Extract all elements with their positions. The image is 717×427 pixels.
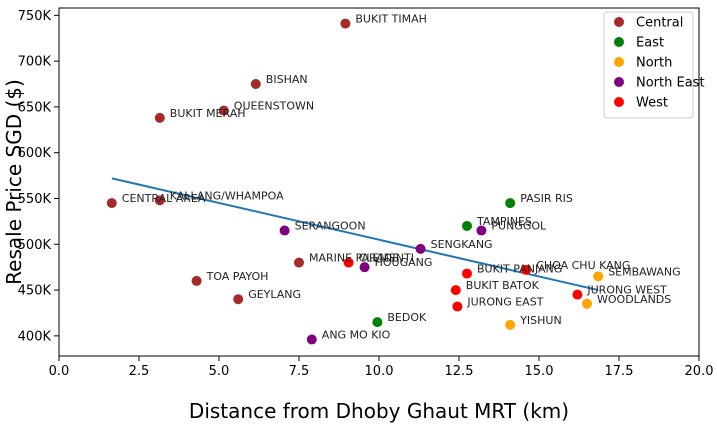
- point-label: CHOA CHU KANG: [536, 259, 630, 272]
- point-label: CLEMENTI: [359, 252, 414, 265]
- legend-marker: [614, 17, 624, 27]
- data-point: [452, 301, 463, 312]
- data-point: [415, 243, 426, 254]
- data-point: [372, 317, 383, 328]
- point-label: PASIR RIS: [520, 192, 573, 205]
- y-tick-label: 700K: [18, 55, 52, 70]
- x-tick-label: 15.0: [525, 364, 554, 379]
- point-label: CENTRAL AREA: [122, 192, 206, 205]
- data-point: [462, 220, 472, 231]
- data-point: [462, 268, 472, 279]
- x-tick-label: 5.0: [209, 364, 230, 379]
- data-point: [233, 294, 244, 305]
- data-point: [505, 198, 516, 209]
- x-tick-label: 10.0: [365, 364, 394, 379]
- point-label: WOODLANDS: [597, 293, 671, 306]
- data-point: [306, 334, 317, 345]
- point-label: BUKIT TIMAH: [355, 13, 427, 26]
- point-label: ANG MO KIO: [322, 329, 391, 342]
- point-label: SEMBAWANG: [608, 265, 680, 278]
- point-label: BISHAN: [266, 73, 308, 86]
- x-tick-label: 0.0: [49, 364, 70, 379]
- data-point: [218, 105, 229, 116]
- point-label: HOUGANG: [375, 256, 433, 269]
- data-point: [572, 289, 583, 300]
- y-tick-label: 600K: [18, 146, 52, 161]
- legend: Central East North North East West: [603, 11, 705, 119]
- trend-line: [111, 177, 599, 292]
- legend-label: North East: [636, 76, 705, 91]
- point-label: BUKIT BATOK: [466, 279, 540, 292]
- data-point: [191, 275, 202, 286]
- y-tick-label: 450K: [18, 284, 52, 299]
- data-point: [154, 112, 165, 123]
- y-tick-label: 400K: [18, 329, 52, 344]
- data-point: [582, 298, 592, 309]
- point-label: JURONG WEST: [586, 284, 667, 297]
- y-tick-label: 500K: [18, 238, 52, 253]
- data-point: [359, 262, 370, 273]
- data-point: [279, 225, 290, 236]
- y-axis-title: Resale Price SGD ($): [2, 79, 26, 285]
- x-tick-label: 17.5: [605, 364, 634, 379]
- point-label: KALLANG/WHAMPOA: [170, 189, 284, 202]
- point-label: QUEENSTOWN: [234, 100, 314, 113]
- x-tick-label: 12.5: [445, 364, 474, 379]
- x-tick-label: 2.5: [129, 364, 150, 379]
- legend-box: [603, 11, 694, 119]
- x-axis-title: Distance from Dhoby Ghaut MRT (km): [189, 399, 569, 423]
- data-point: [476, 225, 487, 236]
- x-tick-label: 20.0: [685, 364, 714, 379]
- point-label: JURONG EAST: [466, 296, 543, 309]
- data-point: [505, 319, 516, 330]
- y-tick-label: 550K: [18, 192, 52, 207]
- legend-label: East: [636, 36, 664, 51]
- legend-marker: [614, 77, 624, 87]
- axes-layer: 0.0 2.5 5.0 7.5 10.0 12.5 15.0 17.5 20.0 400K 450K…: [2, 7, 714, 423]
- data-point: [450, 285, 461, 296]
- trend-line-layer: [111, 177, 599, 292]
- point-label: PUNGGOL: [491, 220, 547, 233]
- y-tick-label: 750K: [18, 9, 52, 24]
- x-tick-label: 7.5: [289, 364, 310, 379]
- point-label: GEYLANG: [248, 288, 301, 301]
- y-tick-label: 650K: [18, 100, 52, 115]
- point-label: BUKIT PANJANG: [477, 263, 562, 276]
- point-label: TAMPINES: [476, 215, 532, 228]
- legend-label: West: [636, 96, 668, 111]
- point-label: MARINE PARADE: [309, 252, 399, 265]
- point-label: BEDOK: [387, 311, 427, 324]
- point-label: SERANGOON: [295, 220, 366, 233]
- point-label: SENGKANG: [431, 238, 493, 251]
- legend-marker: [614, 97, 624, 107]
- legend-label: Central: [636, 16, 683, 31]
- point-label: YISHUN: [519, 314, 562, 327]
- legend-marker: [614, 57, 624, 67]
- legend-label: North: [636, 56, 672, 71]
- legend-marker: [614, 37, 624, 47]
- data-point: [106, 198, 117, 209]
- data-point: [343, 257, 354, 268]
- point-label: TOA PAYOH: [206, 270, 269, 283]
- data-point: [294, 257, 304, 268]
- data-point: [340, 18, 351, 29]
- data-point: [154, 195, 165, 206]
- point-label: BUKIT MERAH: [170, 107, 246, 120]
- data-point: [521, 264, 532, 275]
- data-point: [593, 271, 604, 282]
- points-layer: [106, 18, 604, 345]
- data-point: [250, 79, 261, 90]
